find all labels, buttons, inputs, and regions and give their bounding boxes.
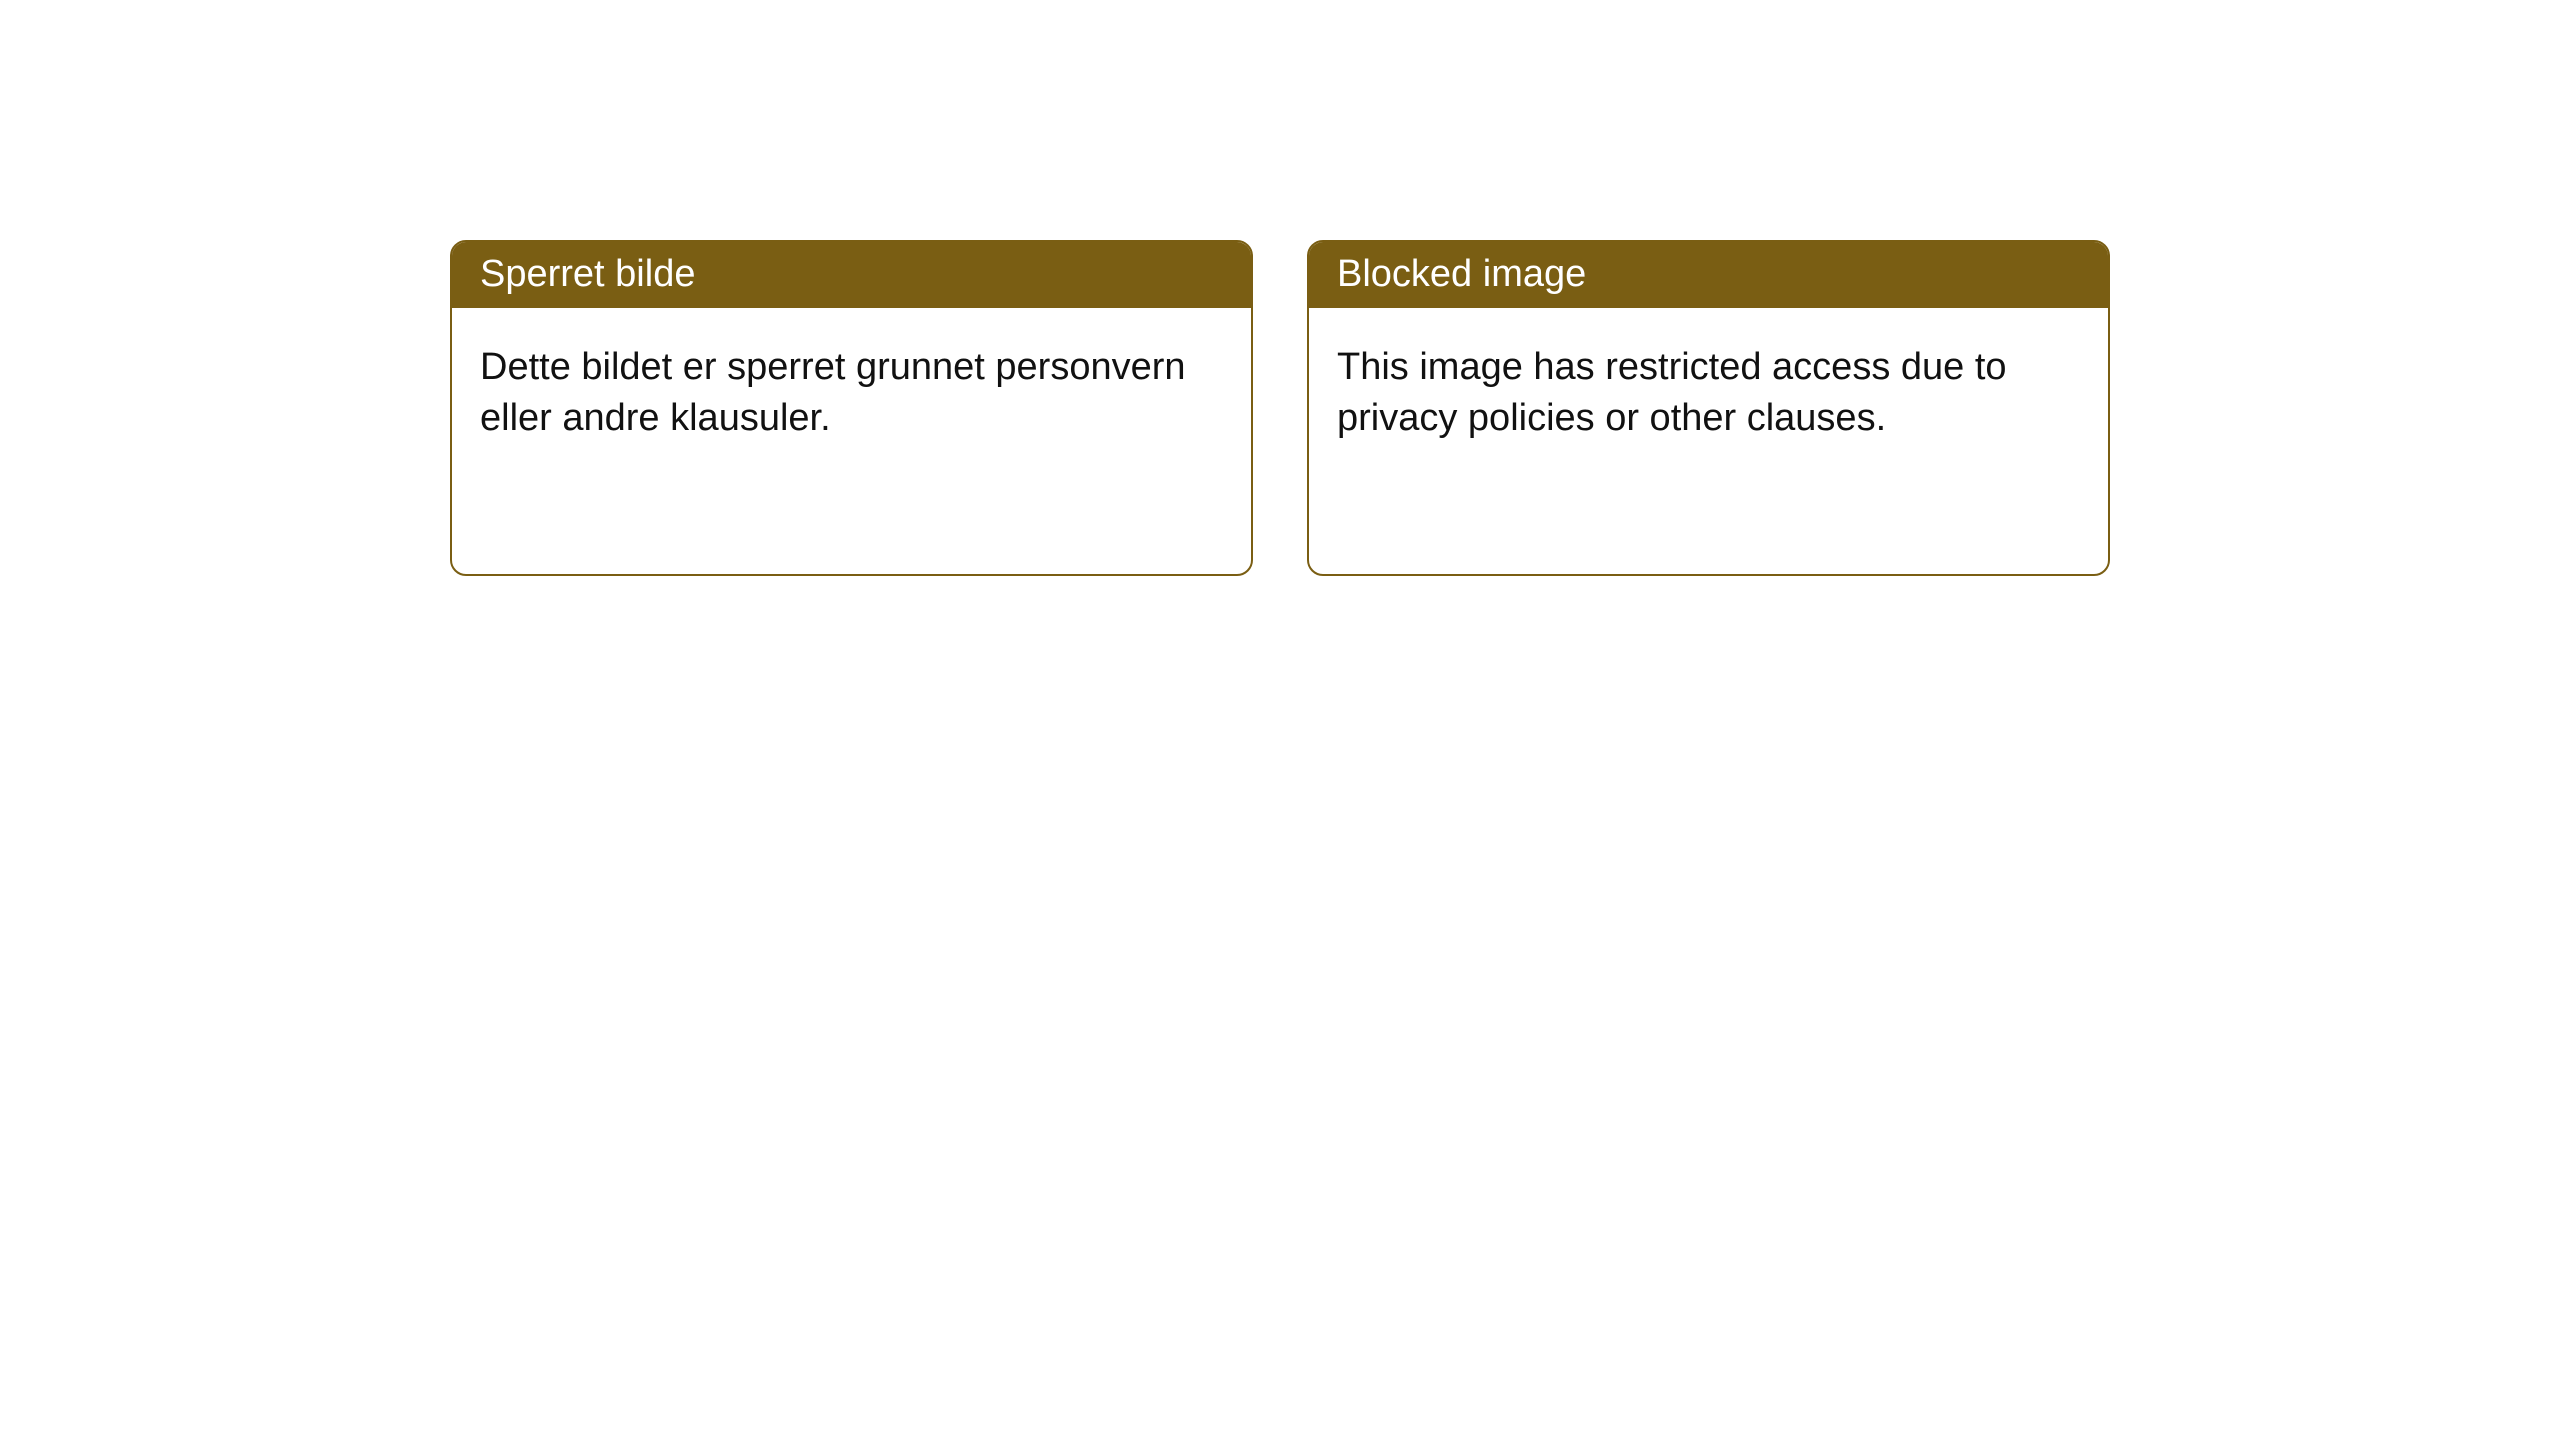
card-body: This image has restricted access due to … bbox=[1309, 308, 2108, 479]
card-body: Dette bildet er sperret grunnet personve… bbox=[452, 308, 1251, 479]
card-header: Blocked image bbox=[1309, 242, 2108, 308]
notice-card-english: Blocked image This image has restricted … bbox=[1307, 240, 2110, 576]
card-title: Blocked image bbox=[1337, 253, 1586, 295]
notice-container: Sperret bilde Dette bildet er sperret gr… bbox=[0, 0, 2560, 576]
card-message: Dette bildet er sperret grunnet personve… bbox=[480, 346, 1186, 439]
card-title: Sperret bilde bbox=[480, 253, 695, 295]
card-header: Sperret bilde bbox=[452, 242, 1251, 308]
card-message: This image has restricted access due to … bbox=[1337, 346, 2007, 439]
notice-card-norwegian: Sperret bilde Dette bildet er sperret gr… bbox=[450, 240, 1253, 576]
